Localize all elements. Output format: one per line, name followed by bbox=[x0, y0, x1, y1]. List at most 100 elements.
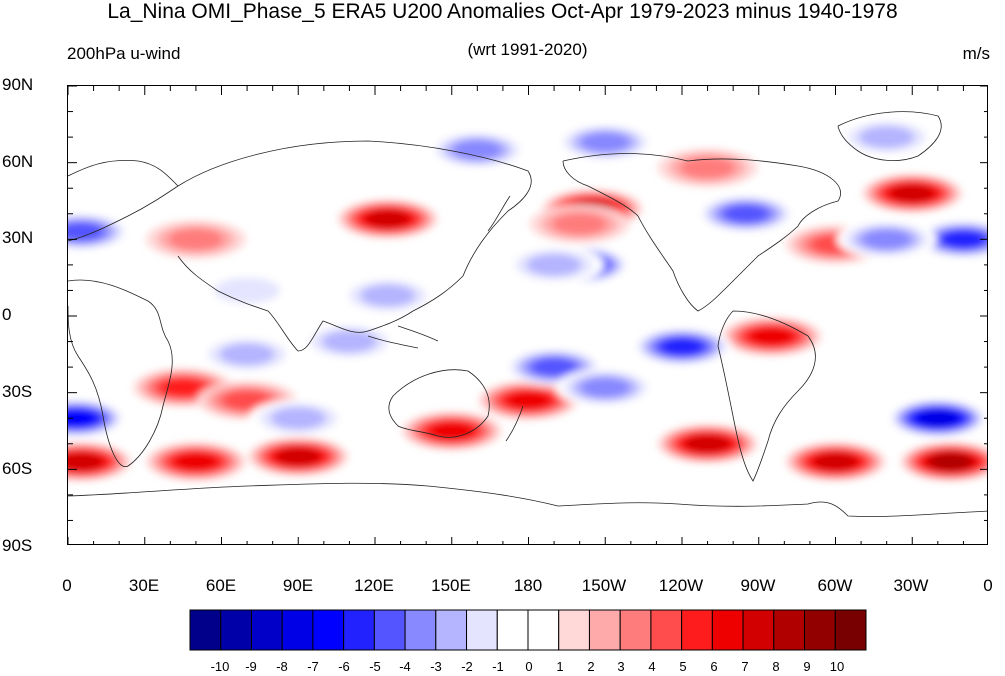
colorbar-cell bbox=[804, 609, 836, 651]
lat-tick-label: 30N bbox=[2, 228, 34, 247]
anomaly-contour bbox=[680, 156, 735, 179]
anomaly-contour bbox=[277, 447, 320, 466]
colorbar-tick-label: -5 bbox=[369, 659, 381, 674]
anomaly-contour bbox=[859, 126, 915, 149]
colorbar-cell bbox=[773, 609, 806, 651]
lon-tick-label: 180 bbox=[513, 576, 543, 595]
anomaly-contour bbox=[526, 253, 582, 276]
anomaly-contour bbox=[68, 409, 97, 427]
anomaly-contour bbox=[531, 357, 577, 377]
anomaly-map bbox=[67, 85, 988, 545]
colorbar-cell bbox=[343, 609, 375, 651]
colorbar-cell bbox=[404, 609, 437, 651]
anomaly-contour bbox=[68, 452, 102, 471]
colorbar-cell bbox=[220, 609, 252, 651]
anomaly-contour bbox=[270, 407, 326, 430]
colorbar-tick-label: -1 bbox=[492, 659, 504, 674]
colorbar-cell bbox=[527, 609, 560, 651]
colorbar-cell bbox=[558, 609, 590, 651]
anomaly-contour bbox=[366, 210, 409, 228]
axis-ticks bbox=[68, 86, 987, 544]
anomaly-contour bbox=[891, 184, 934, 203]
colorbar-tick-label: -4 bbox=[399, 659, 411, 674]
colorbar-cell bbox=[742, 609, 775, 651]
lon-tick-label: 150E bbox=[431, 576, 471, 595]
lon-tick-label: 120E bbox=[354, 576, 394, 595]
lat-tick-label: 90N bbox=[2, 75, 34, 94]
colorbar-cell bbox=[834, 609, 867, 651]
anomaly-contour bbox=[660, 337, 704, 356]
anomaly-contour bbox=[686, 435, 729, 453]
anomaly-contour bbox=[214, 277, 281, 304]
lat-tick-label: 60N bbox=[2, 152, 34, 171]
lon-tick-label: 30W bbox=[893, 576, 929, 595]
coastlines bbox=[68, 111, 987, 517]
anomaly-contour bbox=[580, 377, 630, 398]
map-title: La_Nina OMI_Phase_5 ERA5 U200 Anomalies … bbox=[107, 0, 898, 23]
anomaly-contour bbox=[749, 327, 794, 346]
colorbar-tick-label: 2 bbox=[587, 659, 595, 674]
colorbar-tick-label: -3 bbox=[430, 659, 442, 674]
colorbar-cell bbox=[496, 609, 529, 651]
anomaly-contour bbox=[552, 213, 607, 235]
lat-tick-label: 0 bbox=[2, 305, 12, 324]
colorbar-tick-label: -6 bbox=[338, 659, 350, 674]
anomaly-contour bbox=[322, 330, 377, 353]
anomaly-contour bbox=[723, 204, 769, 224]
anomaly-contour bbox=[862, 229, 912, 250]
colorbar-cell bbox=[250, 609, 283, 651]
anomaly-contour bbox=[941, 230, 986, 249]
colorbar-cell bbox=[681, 609, 713, 651]
colorbar-tick-label: -8 bbox=[276, 659, 288, 674]
anomaly-map-canvas bbox=[68, 86, 987, 544]
colorbar-tick-label: -7 bbox=[307, 659, 319, 674]
lon-tick-label: 120W bbox=[658, 576, 704, 595]
lon-tick-label: 60E bbox=[205, 576, 237, 595]
anomaly-contour bbox=[219, 343, 275, 366]
colorbar-cell bbox=[588, 609, 621, 651]
anomaly-shading bbox=[68, 118, 987, 481]
colorbar-tick-label: 4 bbox=[648, 659, 656, 674]
lon-tick-label: 90W bbox=[740, 576, 776, 595]
colorbar-tick-label: 10 bbox=[829, 659, 845, 674]
anomaly-contour bbox=[174, 452, 218, 471]
lat-tick-label: 30S bbox=[2, 382, 33, 401]
anomaly-contour bbox=[917, 409, 959, 427]
units-label: m/s bbox=[962, 44, 990, 63]
anomaly-contour bbox=[160, 378, 206, 397]
colorbar-cell bbox=[650, 609, 683, 651]
colorbar-cell bbox=[189, 609, 222, 651]
variable-label: 200hPa u-wind bbox=[67, 44, 181, 63]
colorbar-tick-label: -2 bbox=[461, 659, 473, 674]
colorbar-tick-label: 3 bbox=[617, 659, 625, 674]
anomaly-contour bbox=[168, 228, 224, 251]
colorbar-cell bbox=[435, 609, 468, 651]
colorbar-cell bbox=[619, 609, 652, 651]
colorbar-cell bbox=[711, 609, 744, 651]
colorbar-tick-label: -9 bbox=[245, 659, 257, 674]
colorbar-tick-label: 0 bbox=[525, 659, 533, 674]
colorbar-tick-label: 7 bbox=[741, 659, 749, 674]
colorbar-cell bbox=[281, 609, 314, 651]
lat-tick-label: 90S bbox=[2, 536, 33, 555]
colorbar-cell bbox=[373, 609, 406, 651]
colorbar-tick-label: 8 bbox=[772, 659, 780, 674]
anomaly-contour bbox=[506, 391, 551, 410]
colorbar-tick-label: 9 bbox=[803, 659, 811, 674]
colorbar-cell bbox=[312, 609, 345, 651]
lon-tick-label: 30E bbox=[128, 576, 160, 595]
anomaly-contour bbox=[68, 222, 104, 242]
anomaly-contour bbox=[360, 284, 416, 307]
colorbar-tick-label: -10 bbox=[210, 659, 230, 674]
lon-tick-label: 150W bbox=[581, 576, 627, 595]
anomaly-contour bbox=[430, 422, 474, 440]
lon-tick-label: 90E bbox=[282, 576, 314, 595]
colorbar-tick-label: 5 bbox=[679, 659, 687, 674]
anomaly-contour bbox=[930, 453, 971, 471]
anomaly-contour bbox=[452, 139, 502, 160]
lon-tick-label: 60W bbox=[817, 576, 853, 595]
lon-tick-label: 0 bbox=[983, 576, 993, 595]
colorbar-tick-label: 6 bbox=[710, 659, 718, 674]
lon-tick-label: 0 bbox=[62, 576, 72, 595]
anomaly-contour bbox=[814, 452, 857, 471]
